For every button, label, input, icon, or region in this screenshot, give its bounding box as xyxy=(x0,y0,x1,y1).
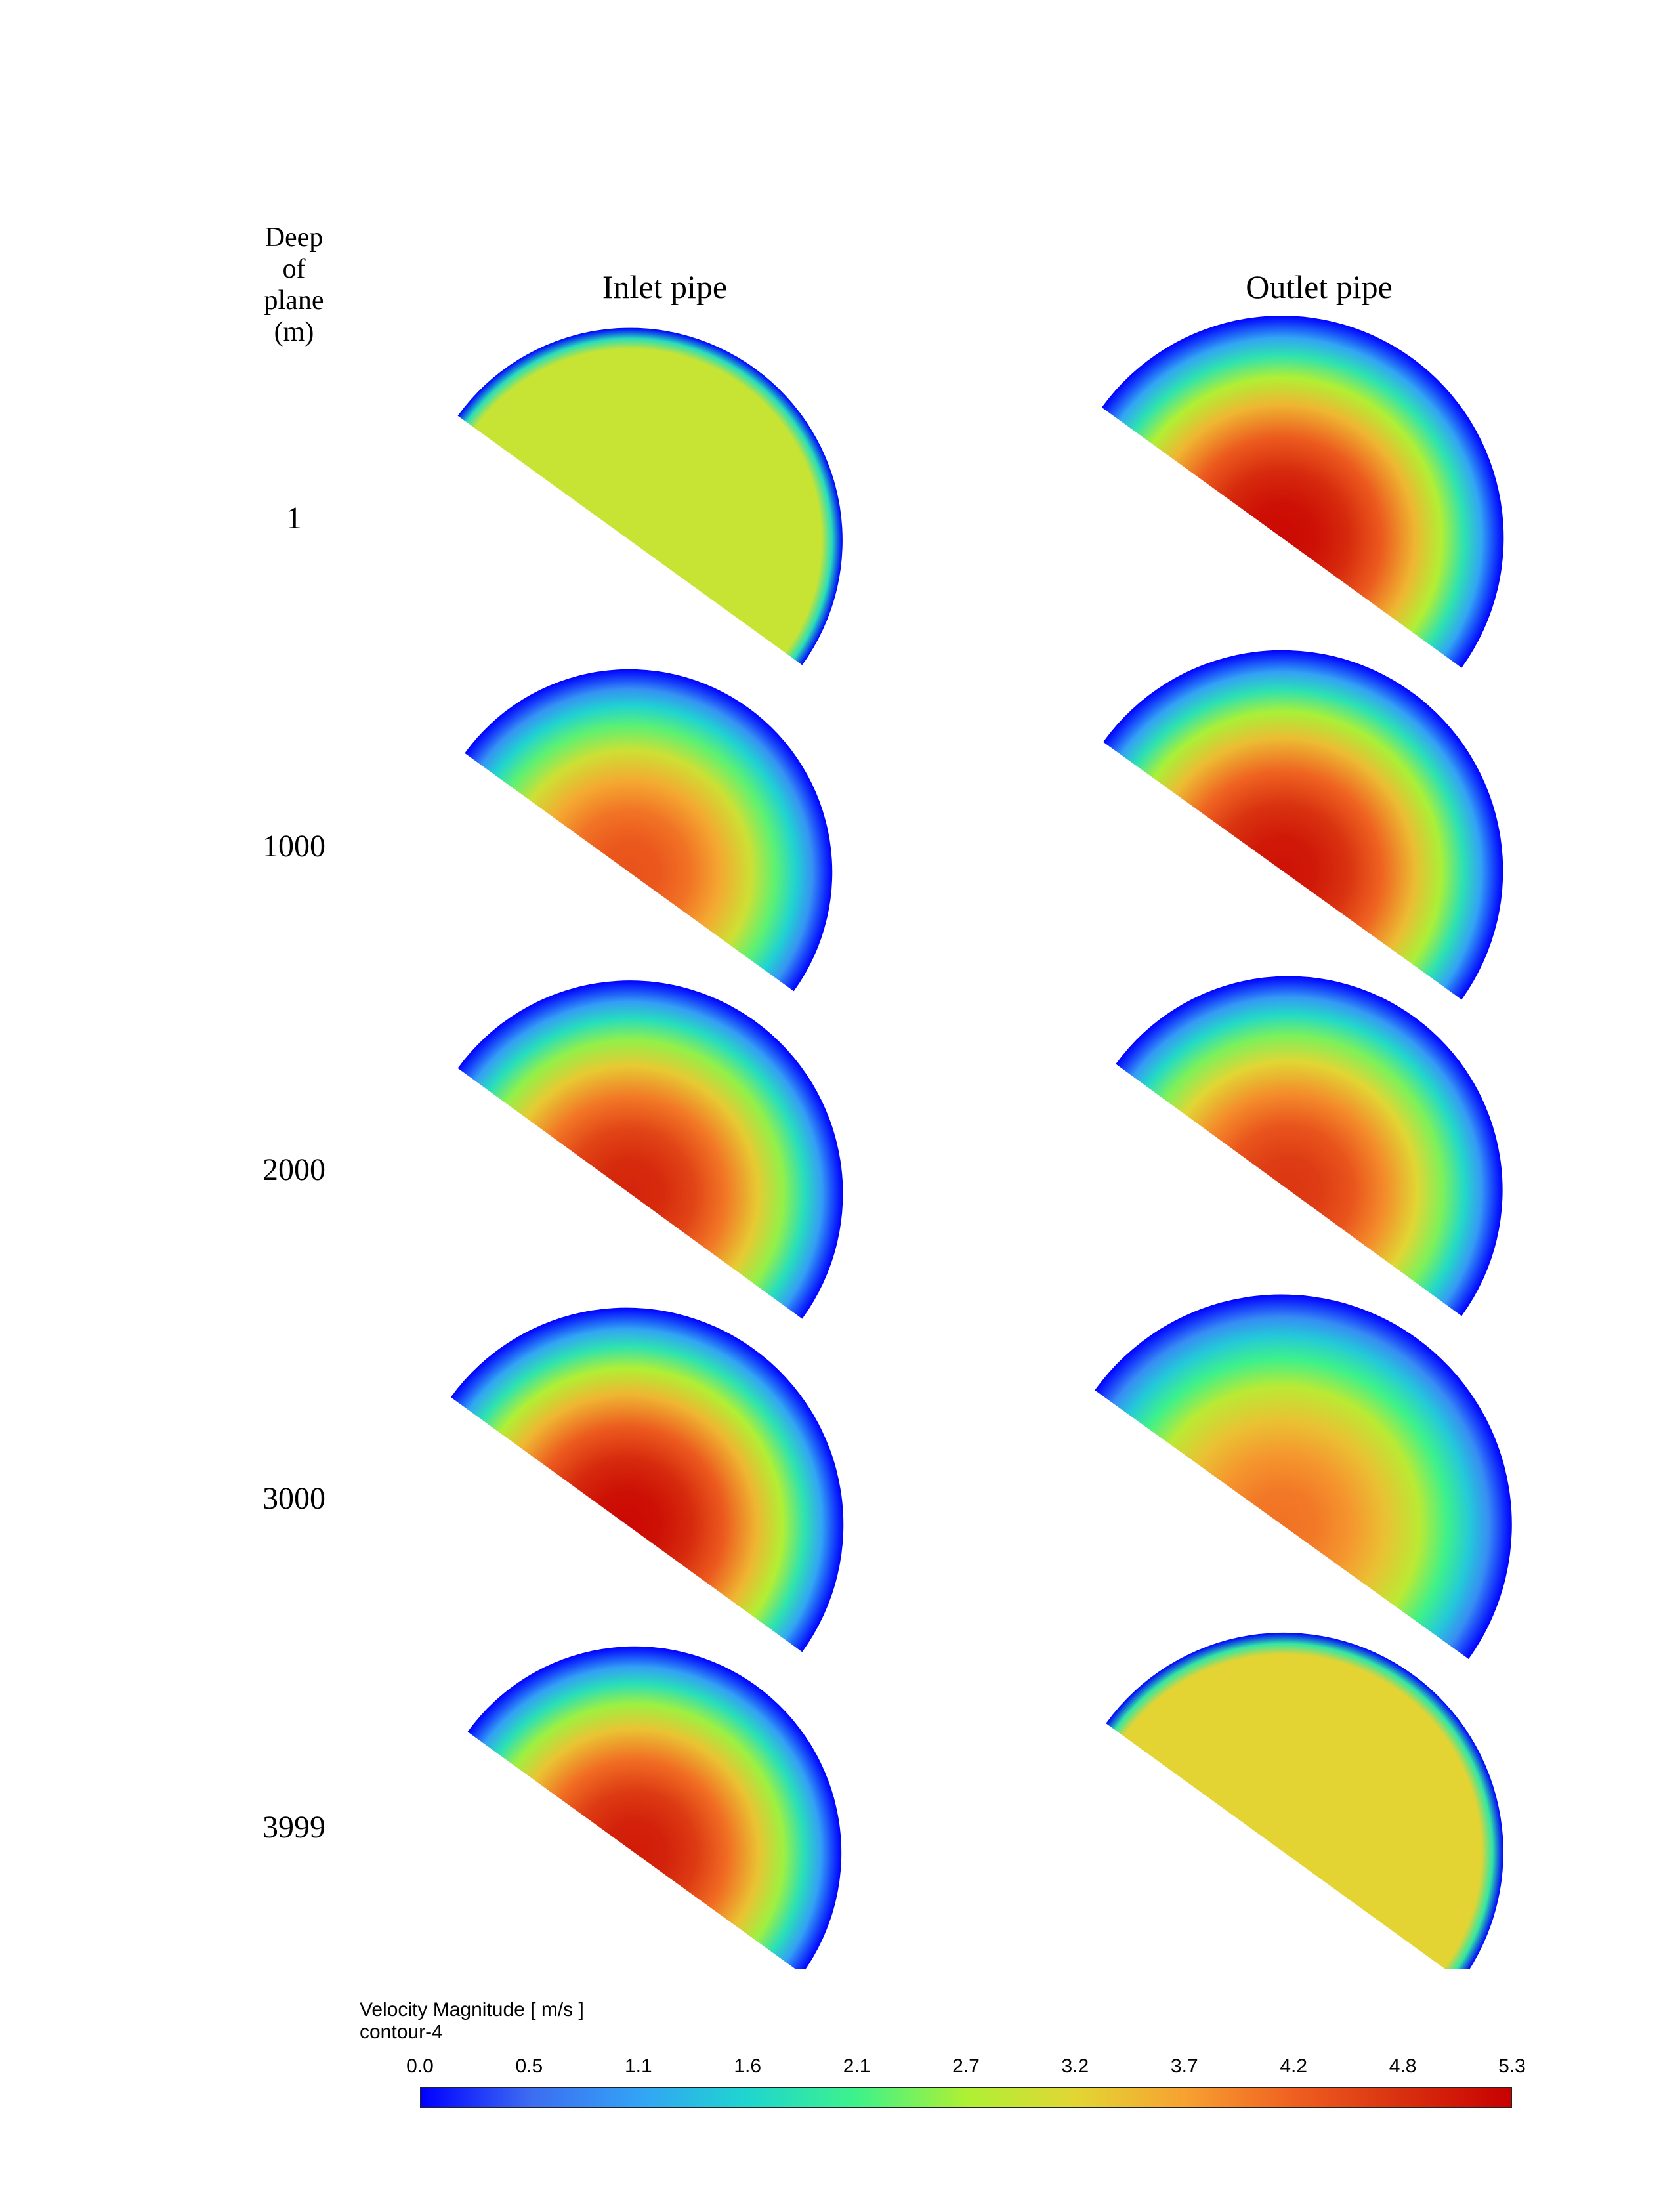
colorbar-tick-label: 0.0 xyxy=(406,2055,434,2077)
row-header-line: of xyxy=(282,254,306,284)
contour-inlet-depth-3999 xyxy=(467,1646,842,1969)
depth-label: 1 xyxy=(286,501,302,536)
contour-outlet-depth-1 xyxy=(1101,315,1504,668)
row-header-line: (m) xyxy=(274,317,314,347)
row-header-line: Deep xyxy=(264,222,324,253)
row-header: Deep of plane (m) xyxy=(228,222,360,348)
depth-label: 3999 xyxy=(262,1810,326,1845)
contour-outlet-depth-1000 xyxy=(1103,650,1503,1000)
column-header-outlet: Outlet pipe xyxy=(1246,268,1393,305)
colorbar-tick-label: 4.2 xyxy=(1280,2055,1308,2077)
column-header-inlet: Inlet pipe xyxy=(602,268,728,305)
contour-outlet-depth-3999 xyxy=(1106,1632,1503,1969)
colorbar-tick-label: 1.1 xyxy=(624,2055,652,2077)
contour-inlet-depth-1000 xyxy=(465,669,833,992)
colorbar-tick-label: 3.2 xyxy=(1061,2055,1089,2077)
legend-title: Velocity Magnitude [ m/s ] xyxy=(360,1999,584,2021)
colorbar-tick-label: 2.1 xyxy=(843,2055,871,2077)
contour-inlet-depth-1 xyxy=(457,327,843,665)
contour-outlet-depth-3000 xyxy=(1095,1294,1512,1659)
colorbar xyxy=(420,2087,1512,2108)
contour-outlet-depth-2000 xyxy=(1116,976,1503,1316)
contour-inlet-depth-2000 xyxy=(457,980,843,1319)
colorbar-tick-label: 0.5 xyxy=(515,2055,543,2077)
colorbar-tick-label: 2.7 xyxy=(952,2055,980,2077)
colorbar-tick-label: 1.6 xyxy=(734,2055,762,2077)
depth-label: 2000 xyxy=(262,1152,326,1187)
depth-label: 3000 xyxy=(262,1481,326,1516)
contour-plots xyxy=(450,315,1512,1969)
depth-label: 1000 xyxy=(262,829,326,864)
colorbar-tick-label: 4.8 xyxy=(1389,2055,1417,2077)
row-header-line: plane xyxy=(264,285,324,316)
colorbar-tick-label: 5.3 xyxy=(1498,2055,1526,2077)
legend-subtitle: contour-4 xyxy=(360,2021,443,2043)
contour-inlet-depth-3000 xyxy=(450,1307,844,1652)
colorbar-tick-label: 3.7 xyxy=(1170,2055,1198,2077)
